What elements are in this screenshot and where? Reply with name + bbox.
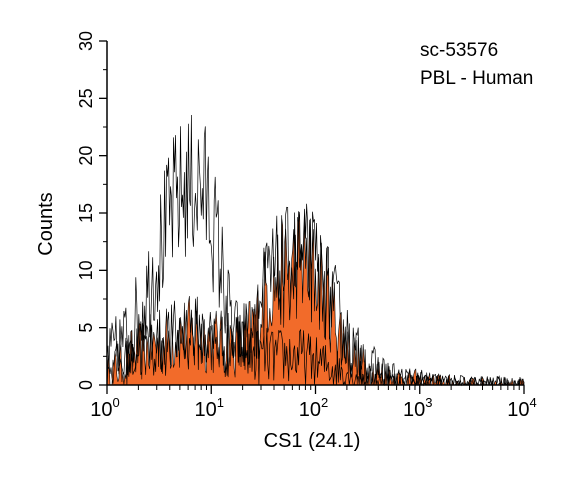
x-tick-label-3: 103 <box>403 395 432 421</box>
x-ticks: 100 101 102 103 104 <box>90 385 537 421</box>
x-tick-label-2: 102 <box>299 395 328 421</box>
annotation-line-2: PBL - Human <box>420 68 533 89</box>
x-tick-label-4: 104 <box>507 395 536 421</box>
x-tick-label-0: 100 <box>90 395 119 421</box>
y-tick-label-6: 30 <box>76 31 96 51</box>
y-tick-label-3: 15 <box>76 203 96 223</box>
y-tick-label-2: 10 <box>76 260 96 280</box>
y-ticks: 0 5 10 15 20 25 30 <box>76 31 107 390</box>
y-tick-label-0: 0 <box>76 380 96 390</box>
y-axis-label: Counts <box>35 192 57 255</box>
annotation-line-1: sc-53576 <box>420 40 498 61</box>
x-tick-label-1: 101 <box>195 395 224 421</box>
series-layer <box>106 114 525 387</box>
y-tick-label-1: 5 <box>76 323 96 333</box>
y-tick-label-5: 25 <box>76 88 96 108</box>
series-outline-histogram-2 <box>106 203 525 387</box>
y-tick-label-4: 20 <box>76 146 96 166</box>
x-axis-label: CS1 (24.1) <box>264 430 361 452</box>
